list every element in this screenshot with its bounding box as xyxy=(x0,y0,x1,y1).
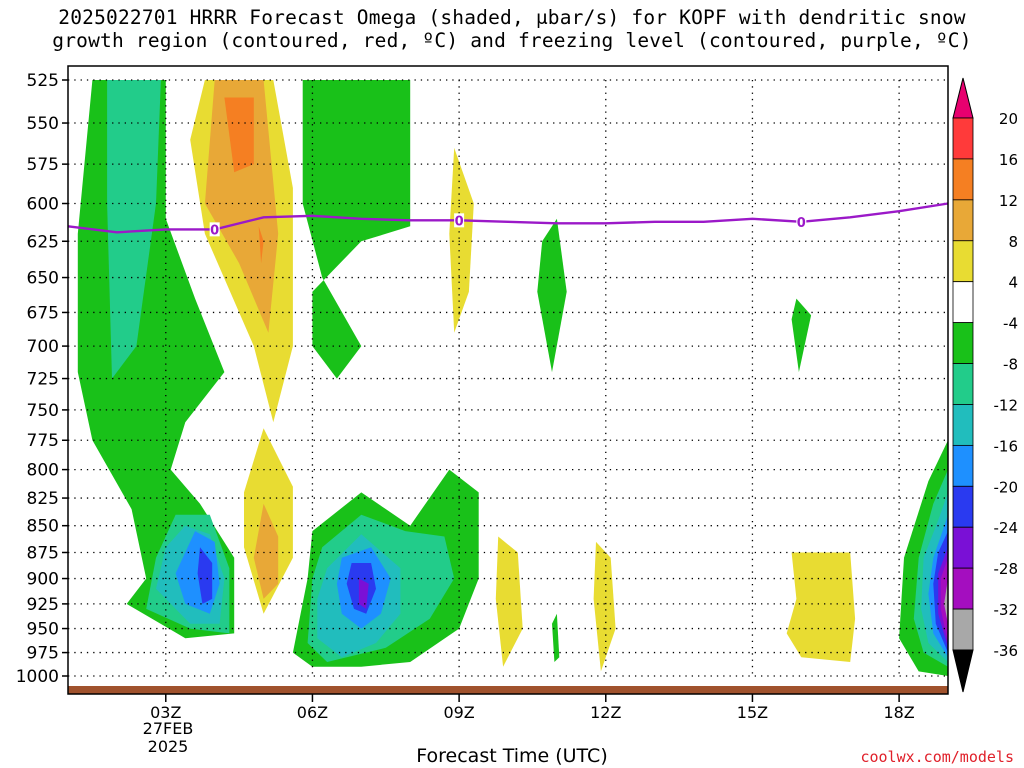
title-line-1: 2025022701 HRRR Forecast Omega (shaded, … xyxy=(58,6,966,29)
omega-region-21 xyxy=(358,578,369,609)
x-tick-label-09Z: 09Z xyxy=(443,703,474,722)
y-tick-label-675: 675 xyxy=(27,303,59,323)
y-tick-label-600: 600 xyxy=(27,195,59,215)
y-tick-label-950: 950 xyxy=(27,620,59,640)
freezing-label-bg xyxy=(209,222,220,237)
colorbar-segment-4 xyxy=(952,240,974,283)
credit-text: coolwx.com/models xyxy=(860,748,1014,766)
y-tick-label-650: 650 xyxy=(27,269,59,289)
colorbar-label: -16 xyxy=(994,437,1019,455)
omega-region-33 xyxy=(944,578,948,624)
y-axis: 525 550 575 600 625 650 675 700 725 750 775 800 825 8… xyxy=(16,71,68,687)
colorbar-label: -12 xyxy=(994,396,1019,414)
colorbar-segment-1 xyxy=(952,117,974,160)
colorbar-segment-12 xyxy=(952,567,974,610)
omega-region-11 xyxy=(253,503,279,599)
plot-border xyxy=(67,65,949,695)
colorbar-label: 12 xyxy=(999,192,1018,210)
colorbar-segment-8 xyxy=(952,404,974,446)
y-tick-label-625: 625 xyxy=(27,232,59,252)
x-axis-title: Forecast Time (UTC) xyxy=(416,745,608,767)
colorbar-label: -24 xyxy=(994,519,1019,537)
colorbar-bottom-arrow xyxy=(952,649,974,693)
colorbar-segment-6 xyxy=(952,322,974,364)
surface-ground xyxy=(68,686,948,694)
omega-region-22 xyxy=(495,536,523,667)
y-tick-label-1000: 1000 xyxy=(16,667,59,687)
omega-region-5 xyxy=(258,226,264,264)
plot-frame xyxy=(67,65,949,695)
freezing-level-contour: 0 0 0 xyxy=(67,202,949,238)
colorbar-segment-11 xyxy=(952,526,974,569)
x-date-line-1: 27FEB xyxy=(143,719,194,738)
y-tick-label-750: 750 xyxy=(27,401,59,421)
colorbar-segment-10 xyxy=(952,485,974,528)
colorbar: 20 16 12 8 4 -4 -8 -12 -16 -20 -24 -28 -32 -36 xyxy=(952,77,1019,693)
y-tick-label-825: 825 xyxy=(27,489,59,509)
y-tick-label-575: 575 xyxy=(27,155,59,175)
y-tick-label-975: 975 xyxy=(27,644,59,664)
y-tick-label-875: 875 xyxy=(27,543,59,563)
x-tick-label-15Z: 15Z xyxy=(737,703,768,722)
colorbar-segment-2 xyxy=(952,158,974,201)
x-tick-label-03Z: 03Z xyxy=(150,703,181,722)
omega-region-24 xyxy=(593,541,616,672)
colorbar-segment-3 xyxy=(952,199,974,242)
freezing-level-label: 0 xyxy=(797,216,806,231)
x-date-line-2: 2025 xyxy=(148,737,189,756)
x-tick-label-18Z: 18Z xyxy=(883,703,914,722)
colorbar-label: 4 xyxy=(1008,274,1018,292)
freezing-label-bg xyxy=(796,214,807,229)
y-tick-label-525: 525 xyxy=(27,71,59,91)
omega-region-1 xyxy=(107,80,161,379)
omega-region-9 xyxy=(791,298,812,373)
y-tick-label-800: 800 xyxy=(27,461,59,481)
colorbar-label: -4 xyxy=(1003,315,1018,333)
colorbar-label: 16 xyxy=(999,151,1018,169)
omega-region-3 xyxy=(204,80,279,333)
omega-region-25 xyxy=(786,552,856,662)
chart-title: 2025022701 HRRR Forecast Omega (shaded, … xyxy=(0,6,1024,52)
colorbar-label: 20 xyxy=(999,110,1018,128)
y-tick-label-550: 550 xyxy=(27,114,59,134)
y-tick-label-925: 925 xyxy=(27,595,59,615)
colorbar-label: -28 xyxy=(994,560,1019,578)
colorbar-label: -32 xyxy=(994,601,1019,619)
x-tick-label-06Z: 06Z xyxy=(297,703,328,722)
y-tick-label-725: 725 xyxy=(27,370,59,390)
omega-region-8 xyxy=(537,218,567,373)
omega-region-7 xyxy=(449,147,474,333)
omega-region-23 xyxy=(552,613,560,662)
colorbar-label: -20 xyxy=(994,478,1019,496)
title-line-2: growth region (contoured, red, ºC) and f… xyxy=(52,29,972,52)
freezing-label-bg xyxy=(454,213,465,228)
colorbar-segment-13 xyxy=(952,608,974,651)
x-axis: 27FEB 2025 03Z 06Z 09Z 12Z 15Z 18Z xyxy=(143,694,915,756)
x-tick-label-12Z: 12Z xyxy=(590,703,621,722)
omega-region-4 xyxy=(224,97,254,173)
colorbar-top-arrow xyxy=(952,77,974,119)
colorbar-segment-7 xyxy=(952,363,974,405)
omega-shading xyxy=(68,80,948,676)
colorbar-segment-9 xyxy=(952,444,974,487)
colorbar-label: -8 xyxy=(1003,356,1018,374)
y-tick-label-900: 900 xyxy=(27,570,59,590)
freezing-level-label: 0 xyxy=(455,214,464,229)
colorbar-label: 8 xyxy=(1008,233,1018,251)
omega-region-32 xyxy=(940,557,948,643)
y-tick-label-850: 850 xyxy=(27,517,59,537)
y-tick-label-700: 700 xyxy=(27,337,59,357)
y-tick-label-775: 775 xyxy=(27,431,59,451)
omega-region-6 xyxy=(302,80,411,379)
colorbar-segment-5 xyxy=(952,281,974,324)
omega-region-15 xyxy=(197,547,213,604)
surface-strip xyxy=(68,686,948,694)
colorbar-label: -36 xyxy=(994,642,1019,660)
freezing-level-label: 0 xyxy=(210,223,219,238)
